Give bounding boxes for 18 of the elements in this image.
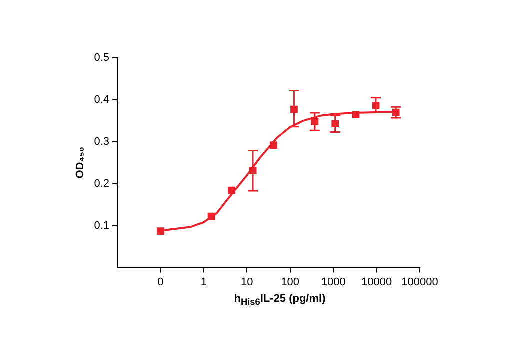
y-tick-label: 0.4 (94, 94, 110, 106)
x-tick-label: 100 (281, 276, 300, 288)
point (270, 142, 278, 149)
y-tick-label: 0.1 (94, 220, 110, 232)
point (228, 186, 236, 194)
x-axis-title: h$_{His6}$IL-25 (pg/ml) (233, 293, 327, 308)
x-tick-label: 10000 (361, 276, 392, 288)
x-tick-label: 0 (158, 276, 164, 288)
point (352, 110, 360, 118)
y-tick-label: 0.5 (94, 52, 110, 64)
y-tick-label: 0.3 (94, 136, 110, 148)
x-tick-label: 1000 (321, 276, 346, 288)
point (208, 212, 216, 220)
y-tick-label: 0.2 (94, 178, 110, 190)
x-tick-label: 1 (200, 276, 207, 288)
x-tick-label: 10 (241, 276, 254, 288)
y-axis-title: OD₄₅₀ (74, 146, 87, 179)
x-tick-label: 100000 (402, 276, 438, 288)
